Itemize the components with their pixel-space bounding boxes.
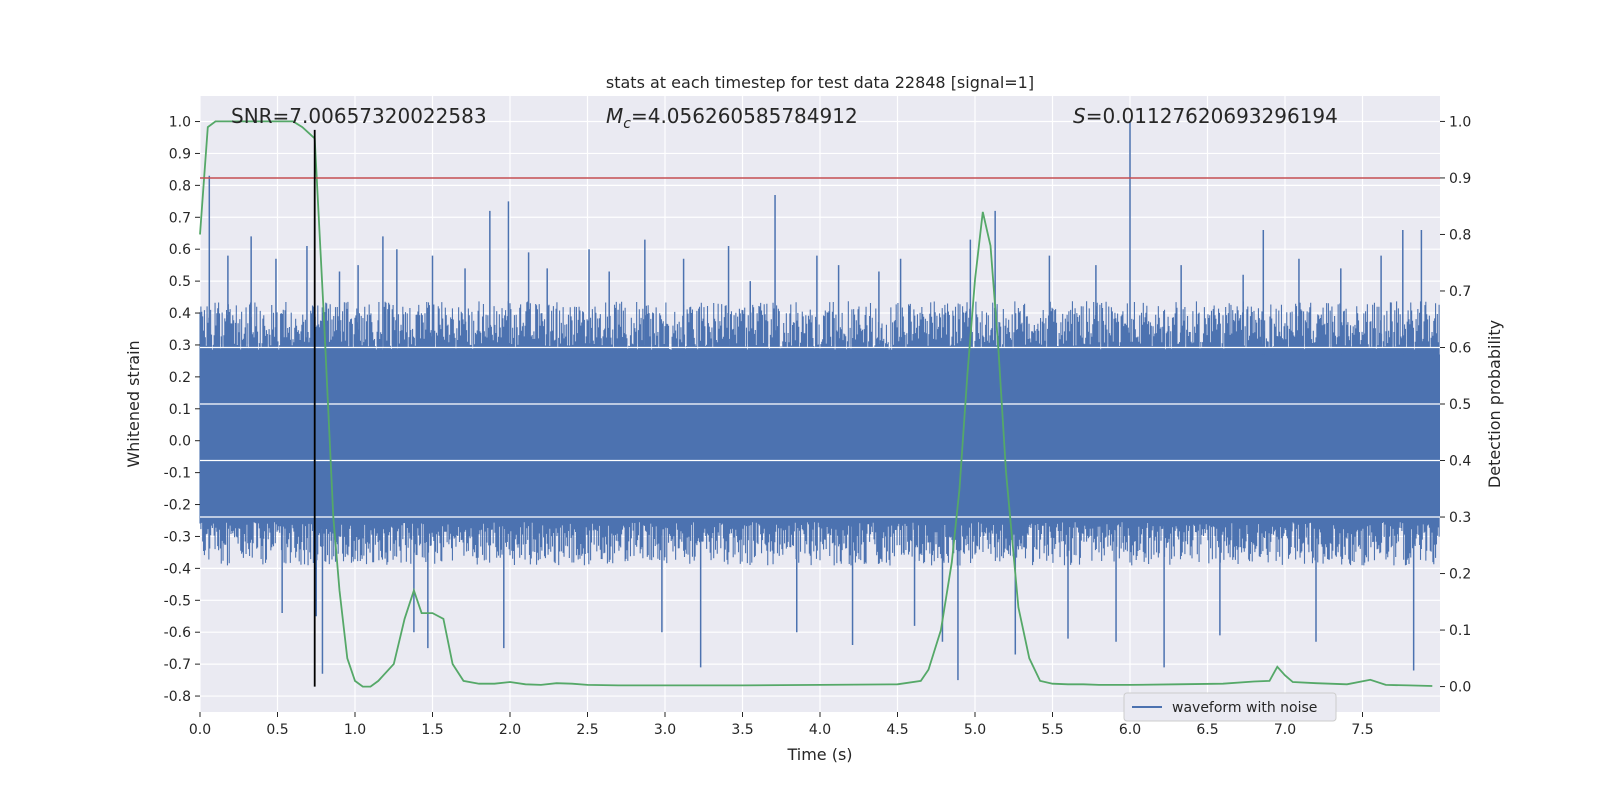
s-annotation: S=0.01127620693296194 (1073, 104, 1338, 128)
y-left-tick-label: -0.7 (164, 657, 191, 673)
x-tick-label: 2.0 (499, 722, 521, 738)
x-axis-label: Time (s) (786, 745, 852, 764)
y-left-tick-label: 0.1 (169, 402, 191, 418)
y-left-tick-label: 1.0 (169, 115, 191, 131)
y-left-tick-label: 0.0 (169, 434, 191, 450)
legend-box (1123, 692, 1337, 722)
x-tick-label: 1.0 (344, 722, 366, 738)
grid-overlay (200, 346, 1440, 518)
y-right-tick-label: 0.4 (1449, 454, 1471, 470)
x-axis-ticks: 0.0 0.5 1.0 1.5 2.0 2.5 3.0 3.5 4.0 4.5 5.0 5.5 6.0 6… (189, 712, 1374, 738)
y-right-tick-label: 0.1 (1449, 623, 1471, 639)
y-left-tick-label: -0.1 (164, 466, 191, 482)
x-tick-label: 3.0 (654, 722, 676, 738)
chirp-mass-subscript: c (623, 116, 631, 132)
y-right-axis-label: Detection probability (1485, 320, 1504, 488)
y-left-tick-label: -0.6 (164, 625, 191, 641)
y-right-tick-label: 0.3 (1449, 510, 1471, 526)
waveform-series (199, 121, 1440, 681)
legend: waveform with noise (1123, 692, 1337, 722)
s-symbol: S (1073, 104, 1086, 128)
y-left-tick-label: -0.3 (164, 529, 191, 545)
y-right-tick-label: 0.5 (1449, 397, 1471, 413)
x-tick-label: 6.0 (1119, 722, 1141, 738)
y-left-tick-label: -0.8 (164, 689, 191, 705)
y-left-tick-label: -0.2 (164, 498, 191, 514)
chart-title: stats at each timestep for test data 228… (606, 73, 1034, 92)
y-left-tick-label: 0.4 (169, 306, 191, 322)
x-tick-label: 4.0 (809, 722, 831, 738)
x-tick-label: 6.5 (1196, 722, 1218, 738)
x-tick-label: 3.5 (731, 722, 753, 738)
chirp-mass-value: =4.056260585784912 (631, 104, 858, 128)
y-right-tick-label: 0.2 (1449, 567, 1471, 583)
y-right-tick-label: 0.7 (1449, 284, 1471, 300)
y-right-tick-label: 0.6 (1449, 340, 1471, 356)
x-tick-label: 1.5 (421, 722, 443, 738)
y-left-tick-label: 0.8 (169, 178, 191, 194)
y-left-axis-ticks: 1.0 0.9 0.8 0.7 0.6 0.5 0.4 0.3 0.2 0.1 0.0 -0.1 -0.… (164, 115, 200, 705)
probability-line (199, 120, 1433, 688)
y-left-tick-label: 0.5 (169, 274, 191, 290)
y-left-tick-label: 0.9 (169, 146, 191, 162)
x-tick-label: 5.5 (1041, 722, 1063, 738)
snr-annotation: SNR=7.00657320022583 (231, 104, 487, 128)
y-left-axis-label: Whitened strain (124, 340, 143, 467)
y-left-tick-label: -0.5 (164, 593, 191, 609)
y-left-tick-label: 0.2 (169, 370, 191, 386)
waveform-core (200, 354, 1440, 518)
y-left-tick-label: 0.6 (169, 242, 191, 258)
chirp-mass-annotation: Mc=4.056260585784912 (606, 104, 858, 132)
reference-lines (200, 129, 1440, 687)
y-right-tick-label: 0.9 (1449, 171, 1471, 187)
y-right-tick-label: 0.8 (1449, 227, 1471, 243)
y-left-tick-label: 0.7 (169, 210, 191, 226)
y-left-tick-label: 0.3 (169, 338, 191, 354)
y-right-tick-label: 1.0 (1449, 114, 1471, 130)
x-tick-label: 0.0 (189, 722, 211, 738)
x-tick-label: 2.5 (576, 722, 598, 738)
legend-label-waveform: waveform with noise (1172, 700, 1317, 716)
x-tick-label: 0.5 (266, 722, 288, 738)
y-right-tick-label: 0.0 (1449, 680, 1471, 696)
s-value: =0.01127620693296194 (1086, 104, 1338, 128)
x-tick-label: 5.0 (964, 722, 986, 738)
y-left-tick-label: -0.4 (164, 561, 191, 577)
y-right-axis-ticks: 1.0 0.9 0.8 0.7 0.6 0.5 0.4 0.3 0.2 0.1 0.0 (1440, 114, 1471, 696)
chirp-mass-symbol: M (606, 104, 623, 128)
x-tick-label: 7.0 (1274, 722, 1296, 738)
probability-series (199, 120, 1433, 688)
x-tick-label: 7.5 (1351, 722, 1373, 738)
x-tick-label: 4.5 (886, 722, 908, 738)
